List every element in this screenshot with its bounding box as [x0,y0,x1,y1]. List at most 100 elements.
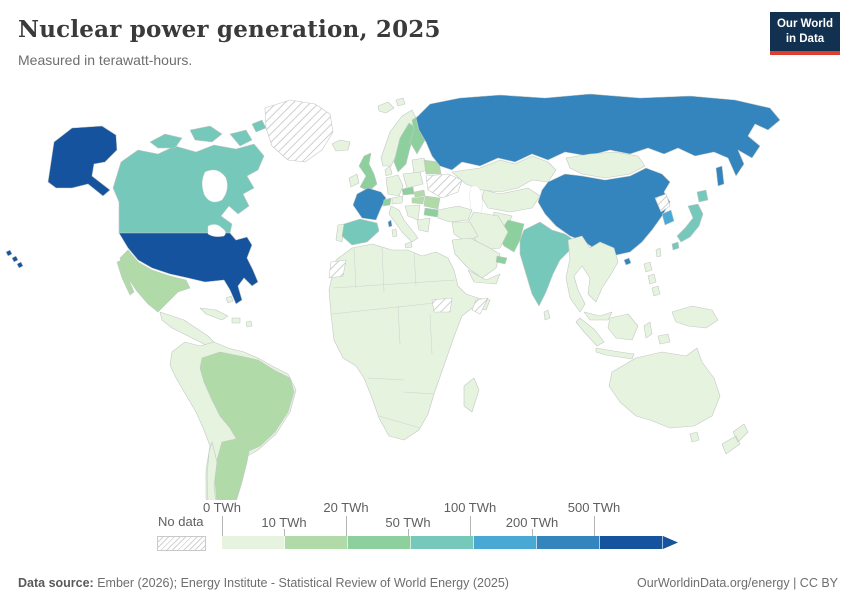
country-russia[interactable] [415,93,781,177]
country-france[interactable] [352,187,387,221]
country-chile[interactable] [206,441,221,500]
country-north-korea[interactable] [654,193,671,213]
legend-tick-line [284,529,285,536]
footer-datasource-text: Ember (2026); Energy Institute - Statist… [93,576,509,590]
country-cuba[interactable] [199,307,229,321]
country-hawaii[interactable] [5,249,24,269]
world-map [0,90,850,500]
country-italy[interactable] [388,205,419,249]
region-new-guinea[interactable] [671,305,719,329]
legend-tick-line [532,529,533,536]
country-ireland[interactable] [348,173,360,188]
country-svalbard[interactable] [377,97,406,114]
country-iceland[interactable] [331,139,351,152]
country-ukraine[interactable] [425,173,463,199]
country-belarus[interactable] [423,159,442,175]
country-turkey[interactable] [437,205,473,223]
country-portugal[interactable] [335,223,345,243]
region-africa[interactable] [328,243,491,441]
owid-logo[interactable]: Our World in Data [770,12,840,55]
country-south-korea[interactable] [661,209,675,226]
country-alaska[interactable] [47,125,118,197]
country-china-hainan[interactable] [623,257,632,266]
region-central-asia[interactable] [481,187,541,213]
region-malaysia[interactable] [583,311,613,321]
country-mexico[interactable] [119,249,191,313]
country-austria[interactable] [391,195,404,205]
region-central-america[interactable] [159,311,215,347]
country-western-sahara[interactable] [328,259,347,279]
country-slovakia[interactable] [413,189,426,198]
country-somalia[interactable] [471,297,489,315]
legend-no-data-swatch[interactable] [157,536,206,551]
country-canada[interactable] [112,143,265,234]
country-poland[interactable] [402,171,424,189]
country-philippines[interactable] [643,261,661,297]
region-yemen-oman[interactable] [467,269,501,285]
country-uae[interactable] [495,255,508,265]
country-sri-lanka[interactable] [543,309,551,321]
country-greenland[interactable] [264,99,334,163]
country-india[interactable] [519,221,575,307]
great-lakes [207,224,226,237]
legend-bin[interactable] [222,536,285,549]
country-brazil[interactable] [199,351,295,453]
footer-datasource: Data source: Ember (2026); Energy Instit… [18,576,509,590]
country-germany[interactable] [385,174,404,197]
footer-datasource-label: Data source: [18,576,94,590]
country-mongolia[interactable] [565,151,646,179]
country-united-kingdom[interactable] [358,152,378,192]
footer-credit[interactable]: OurWorldinData.org/energy | CC BY [636,576,838,590]
legend-bar [222,536,678,549]
country-united-states[interactable] [118,232,259,305]
legend-tick-label: 100 TWh [443,500,497,515]
country-greece[interactable] [416,217,431,233]
legend-tick-line [222,516,223,536]
legend-tick-label: 500 TWh [567,500,621,515]
country-hungary[interactable] [411,196,425,205]
legend-bin[interactable] [600,536,663,549]
legend-tick-line [346,516,347,536]
legend-ticks: 0 TWh 10 TWh 20 TWh 50 TWh 100 TWh 200 TWh 500… [203,500,656,536]
country-saudi-arabia[interactable] [451,237,501,279]
owid-logo-line2: in Data [785,32,825,45]
country-tasmania[interactable] [689,431,700,443]
legend-bin[interactable] [348,536,411,549]
region-southeast-asia[interactable] [565,235,619,313]
country-new-zealand[interactable] [721,423,749,455]
page-subtitle: Measured in terawatt-hours. [18,52,193,68]
legend-bin[interactable] [474,536,537,549]
country-australia[interactable] [608,347,721,429]
country-mexico-baja[interactable] [116,259,135,296]
country-japan[interactable] [671,189,709,251]
country-madagascar[interactable] [463,377,480,413]
legend-bin[interactable] [411,536,474,549]
legend-tick-line [408,529,409,536]
region-balkans[interactable] [404,204,421,221]
legend-no-data-label: No data [158,514,204,529]
country-taiwan[interactable] [655,247,662,258]
country-denmark[interactable] [384,165,393,177]
country-russia-sakhalin[interactable] [715,165,725,187]
legend-tick-label: 10 TWh [261,515,307,530]
country-corsica[interactable] [387,219,393,228]
owid-logo-line1: Our World [776,18,833,30]
hudson-bay [202,169,228,203]
legend-tick-line [470,516,471,536]
country-spain[interactable] [341,218,380,246]
country-canada-arctic[interactable] [149,119,267,149]
country-argentina[interactable] [214,437,251,500]
legend-bin[interactable] [285,536,348,549]
country-south-sudan[interactable] [431,297,453,313]
country-czechia[interactable] [401,186,415,196]
country-romania[interactable] [423,195,441,210]
legend-bin[interactable] [537,536,600,549]
legend-arrow [663,536,678,549]
country-switzerland[interactable] [382,197,392,207]
country-indonesia[interactable] [575,313,671,360]
country-bulgaria[interactable] [423,207,440,218]
africa-internal-borders [331,247,456,429]
country-china[interactable] [537,167,671,257]
page-title: Nuclear power generation, 2025 [18,16,441,43]
region-caribbean[interactable] [225,295,253,328]
